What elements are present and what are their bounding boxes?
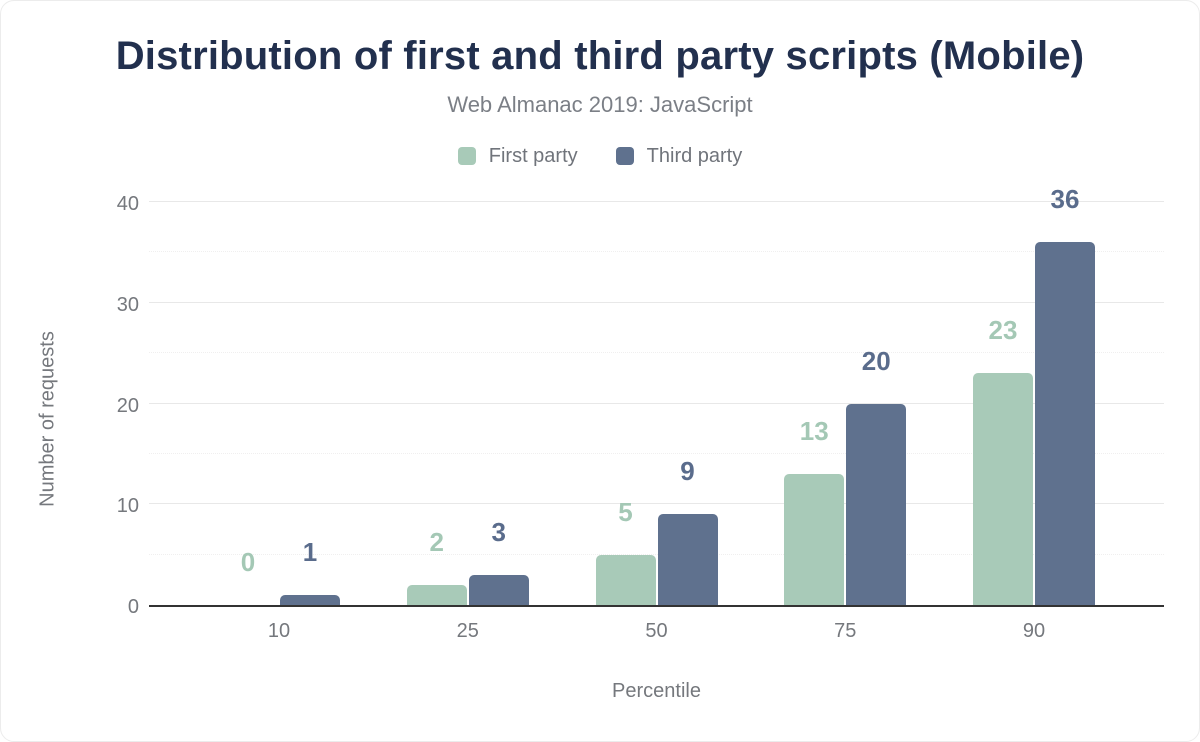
x-tick-label-50: 50: [645, 620, 668, 642]
bar-first-party-p75: [784, 474, 845, 605]
x-axis-title: Percentile: [612, 680, 701, 702]
legend-item-third-party[interactable]: Third party: [615, 144, 743, 168]
legend: First party Third party: [1, 143, 1199, 169]
bar-value-first-party-p75: 13: [799, 416, 829, 447]
bar-value-first-party-p10: 0: [240, 547, 256, 577]
legend-label: First party: [488, 144, 578, 167]
bar-first-party-p90: [973, 373, 1033, 605]
bar-first-party-p50: [595, 554, 656, 605]
y-tick-label-0: 0: [127, 596, 139, 618]
gridline-y-35: [149, 251, 1164, 253]
gridline-y-20: [149, 402, 1164, 404]
bar-value-first-party-p50: 5: [618, 496, 633, 527]
y-tick-label-40: 40: [116, 193, 139, 215]
bar-third-party-p25: [468, 574, 529, 605]
x-tick-label-10: 10: [267, 620, 291, 642]
x-tick-label-75: 75: [834, 620, 857, 642]
bar-first-party-p25: [406, 584, 467, 605]
legend-swatch-icon: [615, 147, 634, 165]
bar-group-p75: 13 20: [784, 204, 907, 605]
bar-value-third-party-p25: 3: [491, 516, 506, 547]
legend-label: Third party: [646, 144, 743, 167]
bar-value-third-party-p10: 1: [302, 536, 318, 567]
bar-third-party-p75: [846, 403, 907, 605]
chart-subtitle: Web Almanac 2019: JavaScript: [447, 92, 753, 117]
x-tick-label-90: 90: [1022, 620, 1046, 642]
bar-third-party-p90: [1035, 242, 1095, 605]
plot-area: 0 1 2 3 5 9 13 20 23 36: [149, 186, 1164, 607]
bar-value-third-party-p75: 20: [861, 345, 891, 376]
gridline-y-30: [149, 301, 1164, 303]
bar-value-third-party-p50: 9: [680, 456, 695, 487]
x-tick-label-25: 25: [456, 620, 479, 642]
gridline-y-5: [149, 553, 1164, 555]
y-axis-title: Number of requests: [36, 331, 59, 507]
chart-title: Distribution of first and third party sc…: [115, 34, 1085, 78]
bar-group-p90: 23 36: [973, 186, 1095, 605]
bar-value-third-party-p90: 36: [1050, 184, 1080, 215]
y-tick-label-10: 10: [116, 495, 139, 518]
legend-swatch-icon: [457, 147, 476, 165]
gridline-y-10: [149, 503, 1164, 505]
bar-value-first-party-p90: 23: [988, 315, 1018, 346]
gridline-y-15: [149, 452, 1164, 454]
legend-item-first-party[interactable]: First party: [457, 144, 578, 168]
bar-value-first-party-p25: 2: [429, 526, 444, 557]
gridline-y-40: [149, 201, 1164, 202]
bar-third-party-p50: [657, 514, 718, 605]
bar-third-party-p10: [280, 594, 340, 605]
y-tick-label-20: 20: [116, 394, 139, 417]
gridline-y-25: [149, 352, 1164, 354]
y-tick-label-30: 30: [116, 293, 139, 316]
